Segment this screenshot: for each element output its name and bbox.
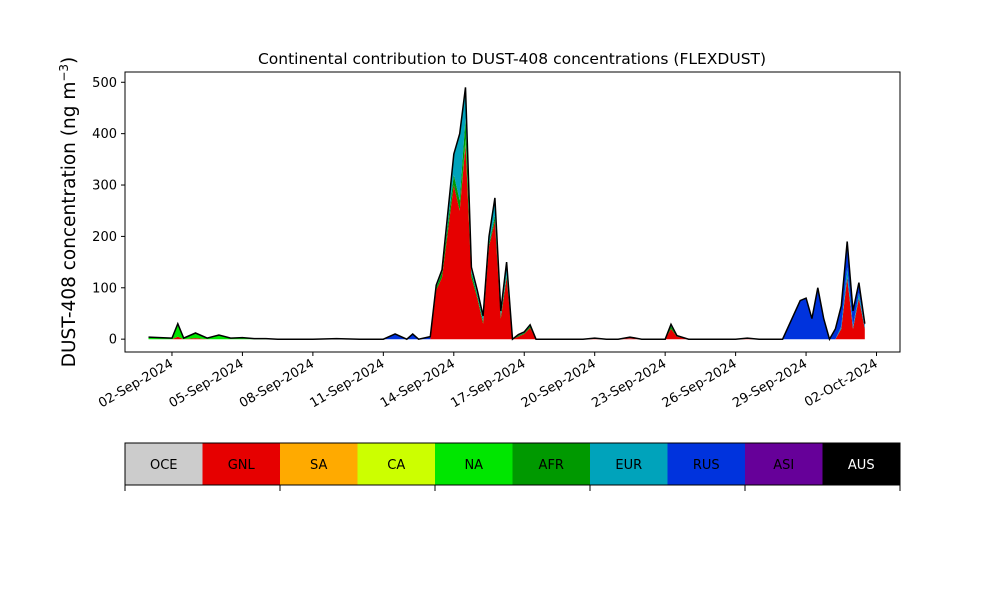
legend-label: NA: [464, 458, 483, 473]
x-tick-label: 17-Sep-2024: [448, 356, 528, 411]
legend-swatch-sa: [280, 443, 358, 485]
legend-label: AFR: [539, 458, 564, 473]
y-axis-label-close: ): [59, 57, 80, 64]
area-gnl: [148, 143, 865, 340]
legend-label: GNL: [228, 458, 256, 473]
legend-label: AUS: [848, 458, 875, 473]
x-tick-label: 23-Sep-2024: [589, 356, 669, 411]
legend-label: ASI: [773, 458, 794, 473]
y-tick-label: 200: [92, 230, 117, 245]
legend-swatch-afr: [512, 443, 590, 485]
y-tick-label: 100: [92, 281, 117, 296]
legend-label: RUS: [693, 458, 720, 473]
x-tick-label: 14-Sep-2024: [378, 356, 458, 411]
legend-swatch-ca: [357, 443, 435, 485]
legend-label: SA: [310, 458, 327, 473]
y-axis-label-text: DUST-408 concentration (ng m: [59, 82, 80, 368]
x-axis: 02-Sep-202405-Sep-202408-Sep-202411-Sep-…: [96, 352, 881, 411]
y-tick-label: 400: [92, 127, 117, 142]
x-tick-label: 20-Sep-2024: [519, 356, 599, 411]
legend-label: EUR: [615, 458, 642, 473]
total-outline: [148, 87, 866, 342]
x-tick-label: 05-Sep-2024: [167, 356, 247, 411]
legend-swatch-aus: [822, 443, 900, 485]
legend-swatch-eur: [590, 443, 668, 485]
x-tick-label: 08-Sep-2024: [237, 356, 317, 411]
x-tick-label: 26-Sep-2024: [660, 356, 740, 411]
x-tick-label: 02-Sep-2024: [96, 356, 176, 411]
x-tick-label: 29-Sep-2024: [730, 356, 810, 411]
y-tick-label: 500: [92, 76, 117, 91]
legend-swatch-rus: [667, 443, 745, 485]
legend-swatch-asi: [745, 443, 823, 485]
legend-swatch-oce: [125, 443, 203, 485]
legend-colorbar: OCE GNL SA CA NA AFR EUR RUS ASI AUS: [124, 442, 901, 491]
legend-frame: [124, 442, 901, 486]
chart-title: Continental contribution to DUST-408 con…: [258, 50, 766, 68]
y-tick-label: 0: [109, 333, 117, 348]
y-tick-label: 300: [92, 179, 117, 194]
legend-swatch-gnl: [202, 443, 280, 485]
x-tick-label: 02-Oct-2024: [802, 356, 880, 410]
legend-label: OCE: [150, 458, 178, 473]
x-tick-label: 11-Sep-2024: [308, 356, 388, 411]
y-axis-label-unit: −3: [57, 64, 71, 82]
legend-label: CA: [387, 458, 405, 473]
y-axis: 0 100 200 300 400 500: [92, 76, 125, 348]
y-axis-label: DUST-408 concentration (ng m−3): [57, 57, 80, 368]
plot-frame: [124, 71, 901, 353]
stacked-areas: [148, 87, 866, 342]
legend-swatch-na: [435, 443, 513, 485]
